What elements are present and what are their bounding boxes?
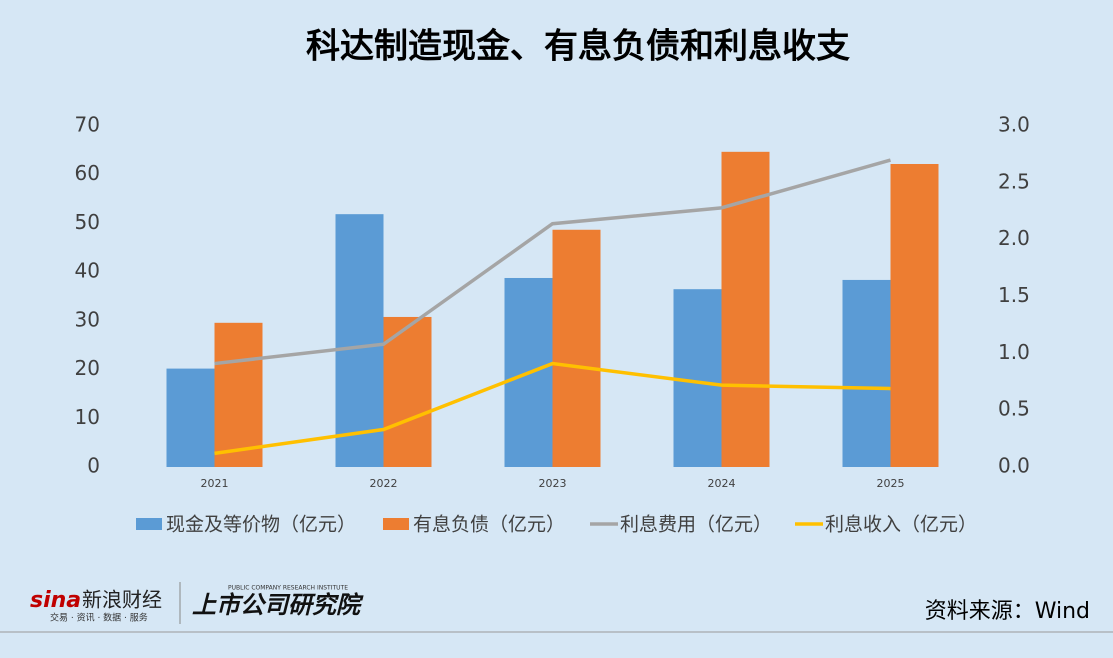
sina-logo: sina [30, 588, 81, 613]
bar [552, 229, 601, 467]
y2-tick-label: 1.5 [998, 283, 1030, 307]
y2-tick-label: 0.5 [998, 397, 1030, 421]
y-tick-label: 20 [75, 356, 100, 380]
y-tick-label: 10 [75, 405, 100, 429]
x-tick-label: 2025 [877, 477, 905, 490]
legend-label: 利息收入（亿元） [825, 514, 977, 536]
chart-title: 科达制造现金、有息负债和利息收支 [306, 27, 850, 67]
line [214, 158, 891, 366]
bar [335, 214, 384, 467]
x-tick-label: 2022 [370, 477, 398, 490]
bar [890, 163, 939, 468]
legend-label: 有息负债（亿元） [413, 514, 565, 536]
y-tick-label: 50 [75, 210, 100, 234]
x-tick-label: 2024 [708, 477, 736, 490]
bar [721, 151, 770, 467]
y2-tick-label: 2.0 [998, 226, 1030, 250]
bar [214, 322, 263, 467]
x-tick-label: 2023 [539, 477, 567, 490]
y2-tick-label: 1.0 [998, 340, 1030, 364]
institute: 上市公司研究院 [192, 591, 364, 619]
y-tick-label: 30 [75, 307, 100, 331]
legend-swatch [383, 518, 409, 530]
bar [383, 316, 432, 467]
y2-tick-label: 3.0 [998, 113, 1030, 137]
legend-label: 现金及等价物（亿元） [166, 514, 356, 536]
sina-name: 新浪财经 [82, 588, 162, 612]
sina-slogan: 交易 · 资讯 · 数据 · 服务 [50, 612, 148, 624]
line [214, 361, 891, 456]
y-tick-label: 0 [87, 454, 100, 478]
y-tick-label: 40 [75, 259, 100, 283]
y2-tick-label: 0.0 [998, 454, 1030, 478]
bar [166, 368, 215, 467]
bar [673, 289, 722, 467]
x-tick-label: 2021 [201, 477, 229, 490]
bar [842, 279, 891, 467]
y2-tick-label: 2.5 [998, 169, 1030, 193]
legend-label: 利息费用（亿元） [620, 514, 772, 536]
y-tick-label: 70 [75, 113, 100, 137]
y-tick-label: 60 [75, 161, 100, 185]
source: 资料来源：Wind [925, 599, 1090, 624]
institute-en: PUBLIC COMPANY RESEARCH INSTITUTE [228, 585, 348, 592]
legend-swatch [136, 518, 162, 530]
